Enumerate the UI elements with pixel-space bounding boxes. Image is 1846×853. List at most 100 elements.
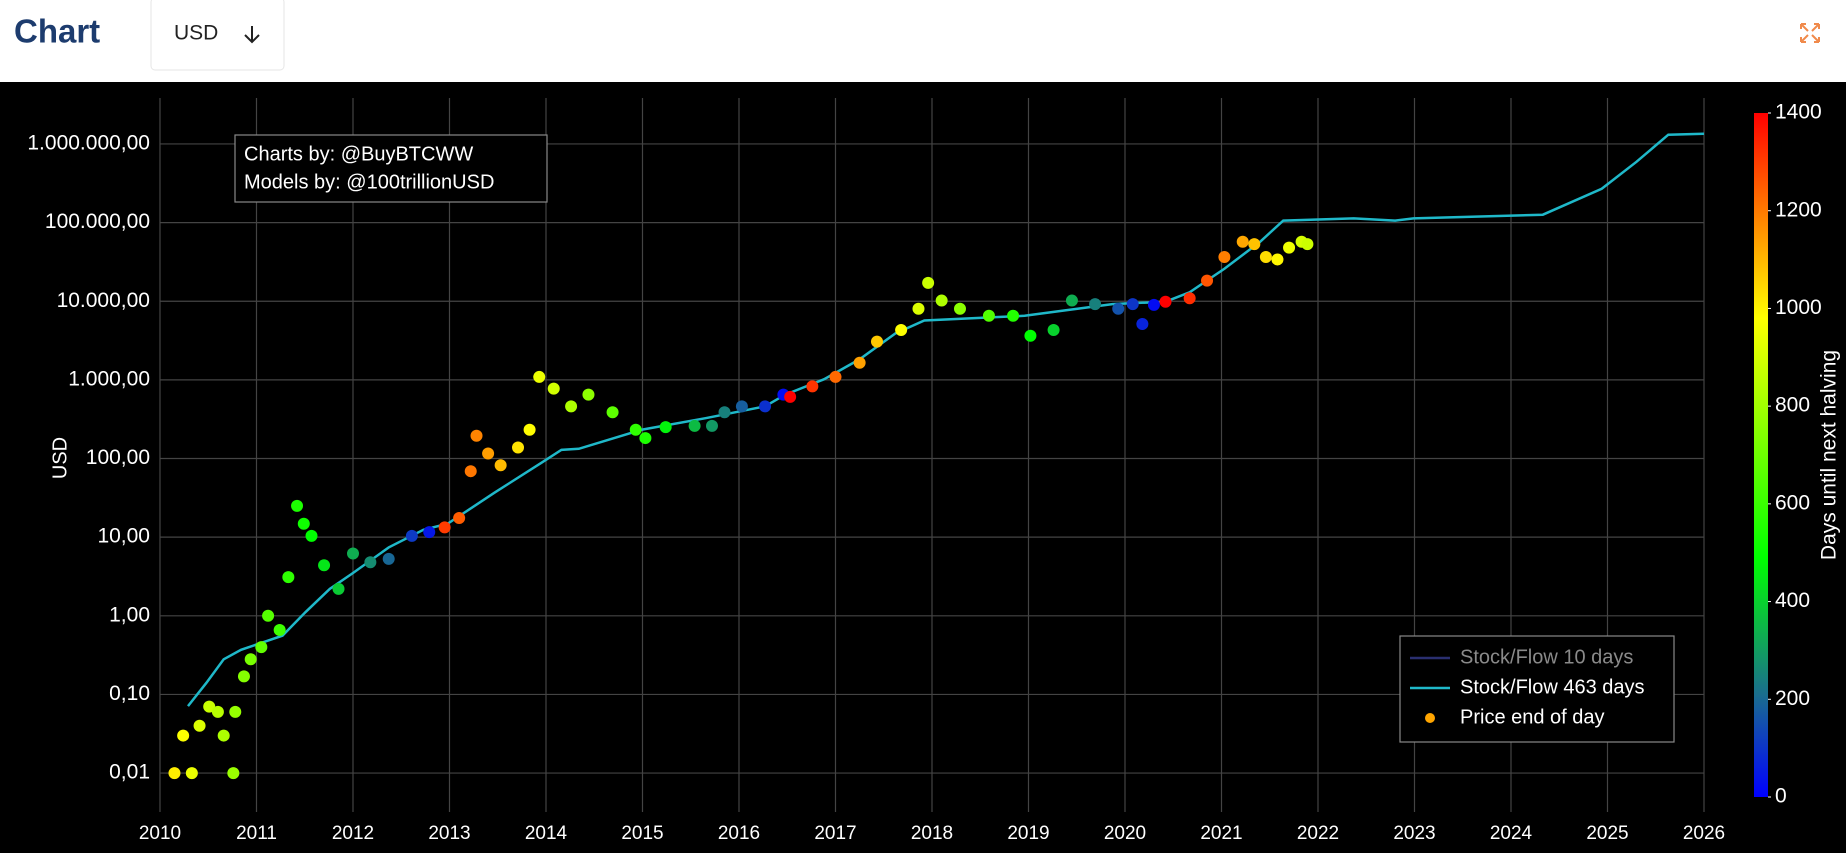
price-point [533,370,546,383]
price-point [1089,298,1102,311]
price-point [423,526,436,539]
price-point [291,499,304,512]
price-point [1024,329,1037,342]
currency-dropdown[interactable]: USD [150,0,285,71]
colorbar-tick-label: 600 [1775,491,1810,514]
colorbar-tick-label: 1000 [1775,296,1822,319]
colorbar [1754,113,1768,797]
legend: Stock/Flow 10 days Stock/Flow 463 days Pri… [1399,635,1675,743]
expand-icon[interactable] [1800,34,1809,43]
price-point [438,521,451,534]
price-point [203,700,216,713]
colorbar-tick-label: 0 [1775,785,1787,808]
price-point [1183,292,1196,305]
price-point [735,400,748,413]
annotation-text: Charts by: @BuyBTCWW [244,143,473,165]
price-point [470,429,483,442]
x-tick-label: 2015 [621,823,663,844]
y-tick-label: 1.000,00 [68,367,150,390]
price-point [922,276,935,289]
legend-entry[interactable]: Stock/Flow 10 days [1410,646,1633,668]
price-point [1201,274,1214,287]
colorbar-tick-label: 1400 [1775,101,1822,124]
dropdown-arrow[interactable] [244,26,260,44]
price-point [482,447,495,460]
price-point [1126,298,1139,311]
y-tick-label: 10.000,00 [57,289,150,312]
price-point [705,419,718,432]
price-point [829,370,842,383]
x-tick-label: 2026 [1683,823,1725,844]
y-tick-label: 1,00 [109,603,150,626]
x-tick-label: 2010 [139,823,181,844]
price-point [1007,309,1020,322]
price-point [382,552,395,565]
price-point [211,705,224,718]
price-point [953,302,966,315]
price-point [512,441,525,454]
price-point [193,719,206,732]
price-point [639,432,652,445]
x-tick-label: 2014 [525,823,568,844]
x-tick-label: 2019 [1007,823,1049,844]
legend-marker [1425,713,1435,723]
expand-icon[interactable] [1800,23,1809,32]
colorbar-tick-label: 800 [1775,394,1810,417]
dropdown-box[interactable] [150,0,285,71]
price-point [935,294,948,307]
price-point [405,529,418,542]
x-tick-label: 2011 [236,823,277,844]
price-point [1283,241,1296,254]
y-tick-label: 10,00 [97,525,150,548]
colorbar-tick-label: 1200 [1775,198,1822,221]
price-point [870,335,883,348]
price-point [1112,302,1125,315]
price-point [227,767,240,780]
price-point [217,729,230,742]
x-tick-label: 2017 [814,823,856,844]
legend-entry[interactable]: Stock/Flow 463 days [1410,676,1645,698]
annotation: Charts by: @BuyBTCWW Models by: @100trill… [234,134,548,203]
x-tick-label: 2020 [1104,823,1146,844]
price-point [494,459,507,472]
y-tick-label: 100.000,00 [45,210,150,233]
x-tick-label: 2024 [1490,823,1533,844]
price-point [347,547,359,560]
x-tick-label: 2025 [1586,823,1628,844]
price-point [784,390,797,403]
price-point [1065,294,1078,307]
price-point [547,382,560,395]
colorbar-title: Days until next halving [1818,350,1841,560]
x-tick-label: 2021 [1200,823,1242,844]
expand-icon[interactable] [1811,23,1820,32]
price-point [1259,251,1272,264]
annotation-text: Models by: @100trillionUSD [244,171,494,193]
y-tick-label: 0,10 [109,682,150,705]
legend-entry[interactable]: Price end of day [1425,706,1605,728]
price-point [1271,253,1284,266]
price-point [629,423,642,436]
y-tick-label: 0,01 [109,761,150,784]
price-point [262,609,275,622]
price-point [759,400,772,413]
x-tick-label: 2016 [718,823,760,844]
price-point [606,406,619,419]
price-point [582,388,595,401]
y-tick-label: 100,00 [86,446,150,469]
price-point [982,309,995,322]
dropdown-value[interactable]: USD [174,22,218,45]
x-tick-label: 2022 [1297,823,1339,844]
price-point [305,529,318,542]
price-point [659,421,672,434]
price-point [523,423,536,436]
price-point [177,729,190,742]
expand-icon[interactable] [1811,34,1820,43]
price-point [464,465,477,478]
price-point [853,356,866,369]
price-point [1236,235,1249,248]
expand-button[interactable] [1800,23,1820,43]
colorbar-tick-label: 200 [1775,687,1810,710]
header-bar [0,0,1846,82]
